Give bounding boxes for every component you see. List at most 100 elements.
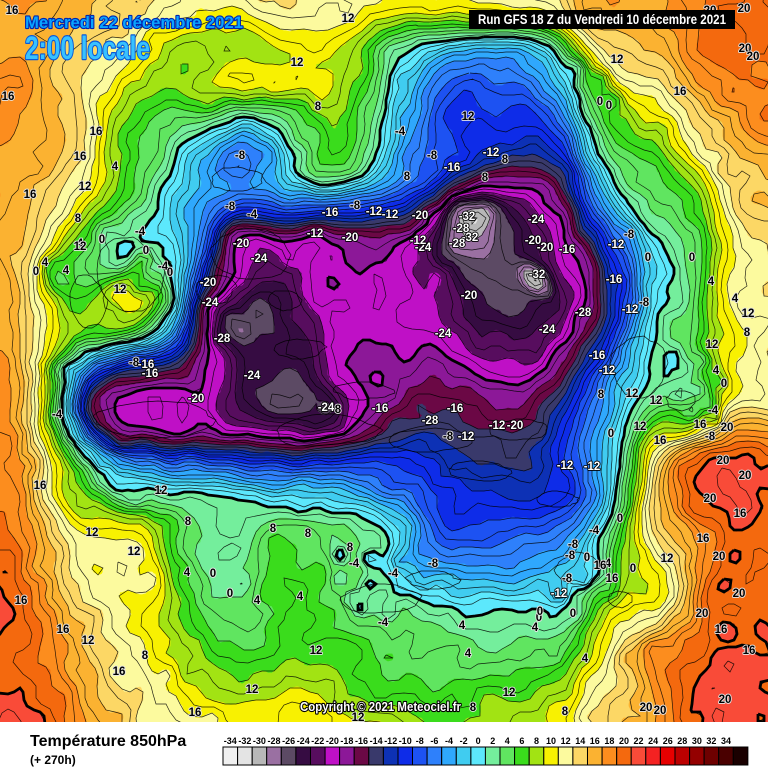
svg-text:-8: -8: [427, 150, 438, 162]
svg-text:0: 0: [227, 588, 233, 600]
svg-text:-10: -10: [399, 736, 412, 746]
svg-text:4: 4: [297, 591, 304, 603]
svg-text:12: 12: [74, 241, 87, 253]
svg-text:-16: -16: [444, 162, 461, 174]
svg-text:0: 0: [597, 96, 603, 108]
svg-text:12: 12: [706, 339, 719, 351]
svg-text:20: 20: [619, 736, 629, 746]
svg-text:0: 0: [606, 100, 612, 112]
svg-text:8: 8: [534, 736, 539, 746]
svg-text:4: 4: [732, 293, 739, 305]
svg-text:-12: -12: [551, 588, 568, 600]
svg-text:12: 12: [503, 687, 516, 699]
svg-text:12: 12: [462, 111, 475, 123]
svg-text:12: 12: [626, 388, 639, 400]
svg-text:4: 4: [582, 653, 589, 665]
svg-text:16: 16: [697, 533, 710, 545]
svg-text:16: 16: [743, 645, 756, 657]
svg-text:12: 12: [650, 395, 663, 407]
svg-text:12: 12: [661, 553, 674, 565]
svg-text:-16: -16: [606, 274, 623, 286]
svg-text:4: 4: [254, 595, 261, 607]
svg-text:8: 8: [335, 404, 342, 416]
svg-text:-16: -16: [322, 207, 339, 219]
svg-text:20: 20: [719, 694, 732, 706]
svg-text:-4: -4: [445, 736, 453, 746]
svg-text:-24: -24: [539, 324, 556, 336]
svg-text:8: 8: [502, 154, 509, 166]
svg-text:-8: -8: [443, 431, 454, 443]
svg-text:-32: -32: [238, 736, 251, 746]
svg-text:Température 850hPa: Température 850hPa: [30, 733, 186, 750]
svg-text:-20: -20: [200, 277, 217, 289]
svg-text:-20: -20: [412, 210, 429, 222]
svg-text:16: 16: [34, 480, 47, 492]
svg-text:0: 0: [570, 608, 576, 620]
svg-text:18: 18: [604, 736, 614, 746]
svg-text:-16: -16: [372, 403, 389, 415]
svg-text:-8: -8: [225, 201, 236, 213]
svg-text:-24: -24: [297, 736, 310, 746]
svg-text:16: 16: [113, 666, 126, 678]
svg-text:-4: -4: [247, 209, 258, 221]
svg-text:-22: -22: [311, 736, 324, 746]
svg-text:-4: -4: [388, 568, 399, 580]
svg-text:16: 16: [189, 707, 202, 719]
svg-text:-16: -16: [559, 244, 576, 256]
svg-text:4: 4: [112, 161, 119, 173]
svg-text:8: 8: [470, 702, 477, 714]
svg-text:12: 12: [128, 546, 141, 558]
svg-text:-12: -12: [483, 147, 500, 159]
svg-text:20: 20: [747, 51, 760, 63]
svg-text:(+ 270h): (+ 270h): [30, 753, 76, 767]
svg-text:-4: -4: [601, 558, 612, 570]
svg-text:-12: -12: [489, 420, 506, 432]
svg-text:22: 22: [633, 736, 643, 746]
svg-text:0: 0: [210, 568, 216, 580]
svg-text:0: 0: [608, 428, 614, 440]
svg-text:-12: -12: [410, 235, 427, 247]
svg-text:16: 16: [674, 86, 687, 98]
svg-text:-28: -28: [575, 307, 592, 319]
svg-text:-8: -8: [705, 431, 716, 443]
svg-text:Mercredi 22 décembre 2021: Mercredi 22 décembre 2021: [25, 13, 243, 32]
svg-text:0: 0: [584, 552, 590, 564]
svg-text:-12: -12: [584, 461, 601, 473]
svg-text:Copyright © 2021 Meteociel.fr: Copyright © 2021 Meteociel.fr: [300, 700, 461, 714]
svg-text:16: 16: [606, 573, 619, 585]
svg-text:-4: -4: [378, 617, 389, 629]
svg-text:4: 4: [713, 365, 720, 377]
svg-text:-20: -20: [461, 290, 478, 302]
svg-text:20: 20: [739, 43, 752, 55]
svg-text:8: 8: [185, 516, 192, 528]
svg-text:16: 16: [694, 419, 707, 431]
svg-text:20: 20: [696, 608, 709, 620]
svg-text:-28: -28: [449, 238, 466, 250]
svg-text:10: 10: [546, 736, 556, 746]
svg-text:12: 12: [86, 527, 99, 539]
svg-text:-12: -12: [622, 304, 639, 316]
svg-text:12: 12: [82, 635, 95, 647]
svg-text:-24: -24: [244, 370, 261, 382]
svg-text:8: 8: [347, 542, 354, 554]
svg-text:16: 16: [15, 595, 28, 607]
svg-text:-24: -24: [318, 402, 335, 414]
svg-text:8: 8: [75, 213, 82, 225]
svg-text:-12: -12: [608, 239, 625, 251]
svg-text:12: 12: [155, 485, 168, 497]
svg-text:0: 0: [537, 606, 543, 618]
svg-text:-12: -12: [307, 228, 324, 240]
svg-text:-8: -8: [624, 229, 635, 241]
svg-text:-8: -8: [416, 736, 424, 746]
svg-text:16: 16: [6, 5, 19, 17]
svg-text:-8: -8: [639, 297, 650, 309]
svg-text:-24: -24: [251, 253, 268, 265]
svg-text:-20: -20: [326, 736, 339, 746]
svg-text:0: 0: [167, 267, 173, 279]
svg-text:20: 20: [738, 3, 751, 15]
svg-text:4: 4: [77, 238, 84, 250]
svg-text:20: 20: [733, 588, 746, 600]
svg-text:-16: -16: [447, 403, 464, 415]
svg-text:-4: -4: [349, 558, 360, 570]
svg-text:16: 16: [654, 435, 667, 447]
